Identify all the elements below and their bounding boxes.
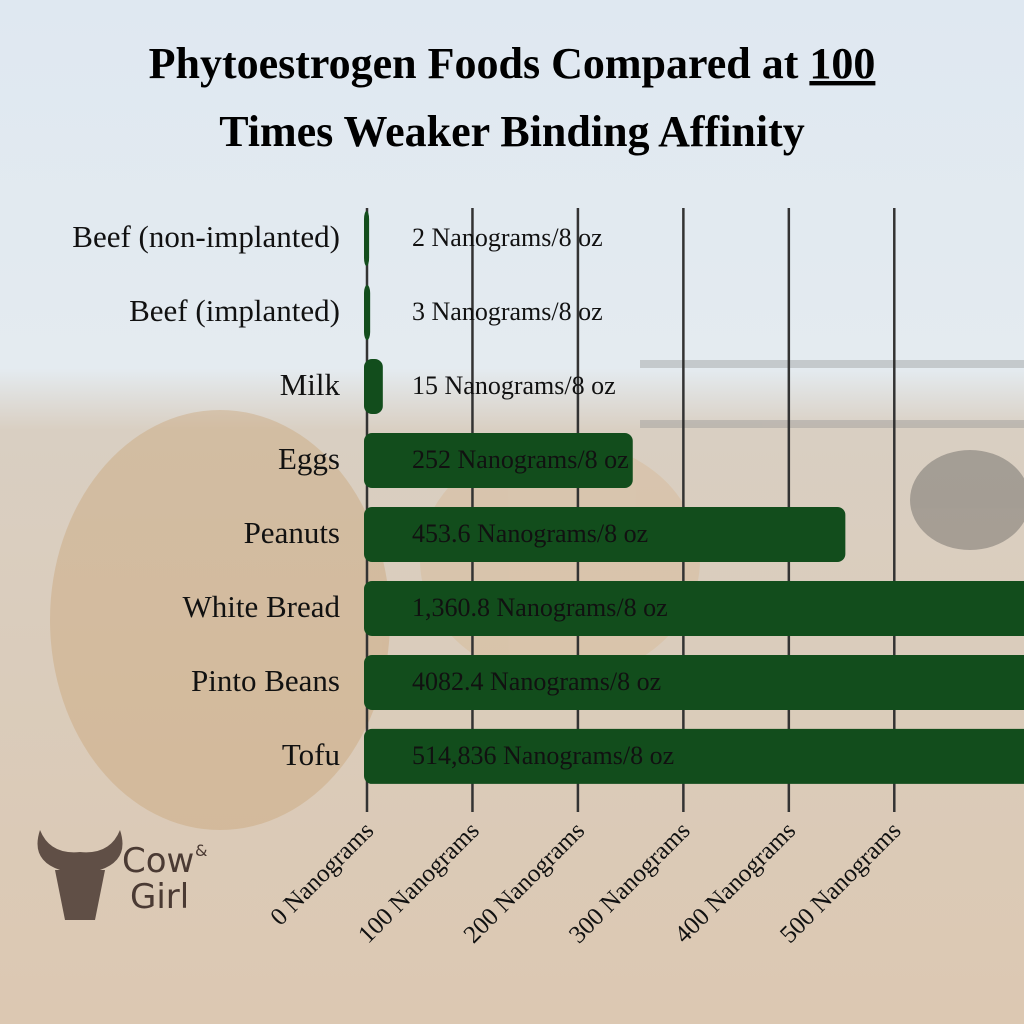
- bar: [364, 358, 383, 414]
- category-label: Beef (non-implanted): [72, 219, 340, 254]
- bars: [364, 211, 1024, 784]
- bar: [364, 211, 370, 266]
- bar: [364, 580, 1024, 636]
- value-label: 4082.4 Nanograms/8 oz: [412, 667, 661, 696]
- chart-title: Times Weaker Binding Affinity: [219, 107, 805, 156]
- title-part: Phytoestrogen Foods Compared at: [149, 39, 799, 88]
- value-label: 252 Nanograms/8 oz: [412, 445, 629, 474]
- logo-text: &: [195, 841, 207, 860]
- category-label: Pinto Beans: [191, 663, 340, 698]
- category-label: Beef (implanted): [129, 293, 340, 328]
- value-label: 514,836 Nanograms/8 oz: [412, 741, 674, 770]
- value-label: 453.6 Nanograms/8 oz: [412, 519, 648, 548]
- bar: [364, 284, 371, 340]
- bar: [364, 654, 1024, 710]
- bar: [364, 728, 1024, 784]
- value-label: 1,360.8 Nanograms/8 oz: [412, 593, 668, 622]
- category-label: Peanuts: [244, 515, 340, 550]
- logo-text: Cow: [122, 841, 194, 881]
- category-label: White Bread: [182, 589, 340, 624]
- logo-icon: [37, 830, 123, 920]
- bar: [364, 506, 846, 562]
- chart-title: Phytoestrogen Foods Compared at 100: [149, 39, 876, 88]
- bar: [364, 432, 633, 488]
- category-label: Milk: [280, 367, 341, 402]
- value-label: 2 Nanograms/8 oz: [412, 223, 603, 252]
- category-label: Tofu: [282, 737, 340, 772]
- logo-text: Girl: [130, 877, 189, 917]
- category-label: Eggs: [278, 441, 340, 476]
- title-part: 100: [809, 39, 875, 88]
- value-label: 15 Nanograms/8 oz: [412, 371, 616, 400]
- value-label: 3 Nanograms/8 oz: [412, 297, 603, 326]
- logo: Cow & Girl: [37, 830, 207, 920]
